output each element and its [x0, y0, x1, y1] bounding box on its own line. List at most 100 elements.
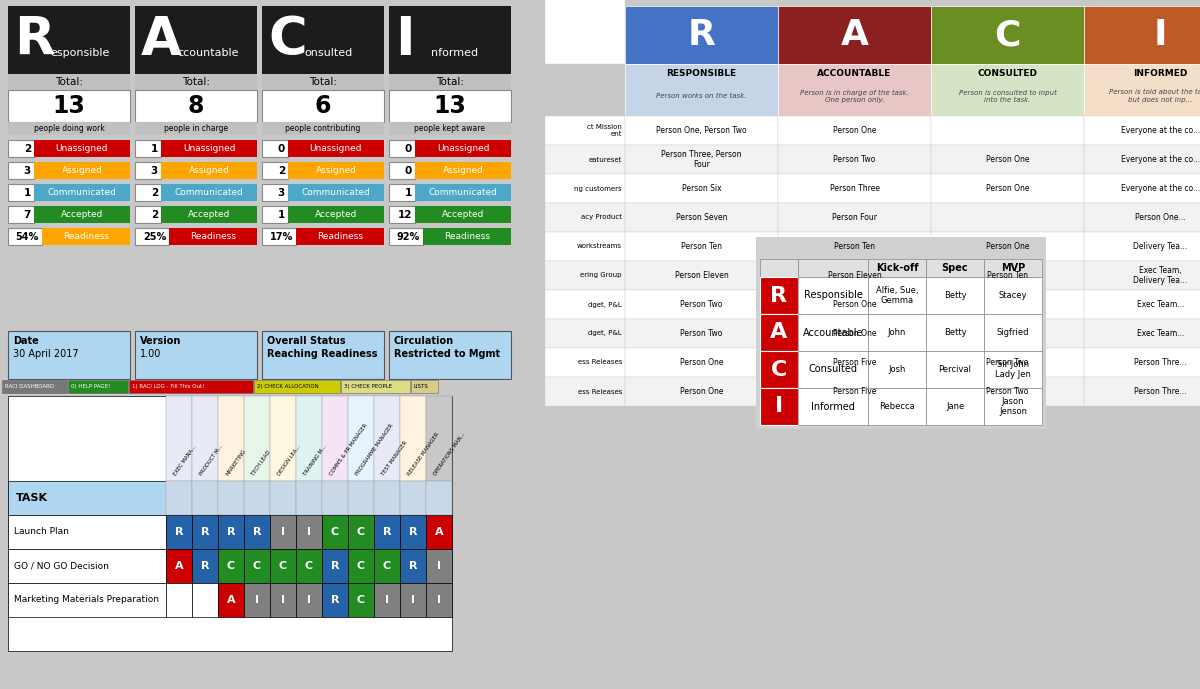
Text: ess Releases: ess Releases [577, 360, 622, 365]
Bar [778, 174, 931, 203]
Text: Everyone at the co...: Everyone at the co... [1121, 126, 1200, 135]
Bar [778, 348, 931, 377]
Text: Kick-off: Kick-off [876, 263, 918, 273]
Text: 2) CHECK ALLOCATION: 2) CHECK ALLOCATION [257, 384, 319, 389]
Bar [262, 90, 384, 122]
Text: 8: 8 [187, 94, 204, 118]
Text: C: C [770, 360, 787, 380]
Text: 2: 2 [24, 143, 31, 154]
Bar [296, 549, 322, 583]
Bar [262, 162, 288, 179]
Bar [1084, 290, 1200, 319]
Bar [244, 549, 270, 583]
Text: MARKETING: MARKETING [224, 449, 247, 477]
Bar [926, 351, 984, 388]
Text: Readiness: Readiness [317, 232, 364, 241]
Bar [778, 203, 931, 232]
Bar [288, 184, 384, 201]
Bar [798, 351, 868, 388]
Bar [931, 232, 1084, 261]
Bar [134, 228, 169, 245]
Text: CONSULTED: CONSULTED [978, 70, 1038, 79]
Text: Person Thre...: Person Thre... [1134, 358, 1187, 367]
Text: R: R [227, 527, 235, 537]
Bar [192, 396, 218, 481]
Bar [625, 145, 778, 174]
Text: Person One, Person Two: Person One, Person Two [656, 126, 746, 135]
Text: COMMS & PR MANAGER: COMMS & PR MANAGER [329, 423, 368, 477]
Bar [2, 380, 67, 393]
Bar [8, 140, 34, 157]
Bar [760, 277, 798, 314]
Bar [389, 140, 415, 157]
Bar [931, 203, 1084, 232]
Bar [8, 162, 34, 179]
Bar [415, 140, 511, 157]
Bar [348, 583, 374, 617]
Bar [374, 583, 400, 617]
Bar [389, 184, 415, 201]
Text: Person One: Person One [679, 358, 724, 367]
Bar [545, 116, 625, 145]
Text: R: R [14, 14, 55, 66]
Bar [400, 583, 426, 617]
Text: Person Three: Person Three [829, 184, 880, 193]
Bar [625, 232, 778, 261]
Text: A: A [227, 595, 235, 605]
Bar [760, 351, 798, 388]
Text: 3: 3 [151, 165, 158, 176]
Bar [8, 515, 166, 549]
Bar [161, 206, 257, 223]
Bar [400, 515, 426, 549]
Bar [244, 515, 270, 549]
Text: esponsible: esponsible [50, 48, 109, 58]
Bar [778, 64, 931, 116]
Text: Unassigned: Unassigned [55, 144, 108, 153]
Text: Overall Status: Overall Status [266, 336, 346, 346]
Text: Person Two: Person Two [680, 329, 722, 338]
Text: Percival: Percival [938, 365, 972, 374]
Bar [322, 396, 348, 481]
Bar [166, 481, 192, 515]
Bar [426, 396, 452, 481]
Bar [984, 277, 1042, 314]
Text: Readiness: Readiness [444, 232, 490, 241]
Text: Unassigned: Unassigned [182, 144, 235, 153]
Text: A: A [434, 527, 443, 537]
Text: Person One...: Person One... [1135, 213, 1186, 222]
Bar [262, 228, 296, 245]
Bar [778, 116, 931, 145]
Bar [8, 122, 130, 135]
Text: Unassigned: Unassigned [437, 144, 490, 153]
Bar [8, 396, 452, 651]
Text: I: I [437, 595, 442, 605]
Text: Person Seven: Person Seven [676, 213, 727, 222]
Bar [8, 228, 42, 245]
Bar [798, 314, 868, 351]
Bar [415, 184, 511, 201]
Bar [424, 228, 511, 245]
Bar [134, 162, 161, 179]
Text: OPERATIONS MAN...: OPERATIONS MAN... [433, 432, 467, 477]
Bar [1084, 145, 1200, 174]
Bar [760, 388, 798, 425]
Text: eatureset: eatureset [589, 156, 622, 163]
Text: Total:: Total: [182, 77, 210, 87]
Text: Informed: Informed [811, 402, 854, 411]
Bar [400, 481, 426, 515]
Bar [926, 277, 984, 314]
Bar [296, 396, 322, 481]
Bar [254, 380, 340, 393]
Text: Person Eleven: Person Eleven [674, 271, 728, 280]
Text: Date: Date [13, 336, 38, 346]
Text: Unassigned: Unassigned [310, 144, 362, 153]
Text: Person Four: Person Four [832, 213, 877, 222]
Text: Readiness: Readiness [64, 232, 109, 241]
Bar [426, 481, 452, 515]
Bar [545, 319, 625, 348]
Bar [931, 116, 1084, 145]
Text: I: I [395, 14, 415, 66]
Bar [244, 583, 270, 617]
Text: Person Two: Person Two [833, 155, 876, 164]
Bar [262, 331, 384, 379]
